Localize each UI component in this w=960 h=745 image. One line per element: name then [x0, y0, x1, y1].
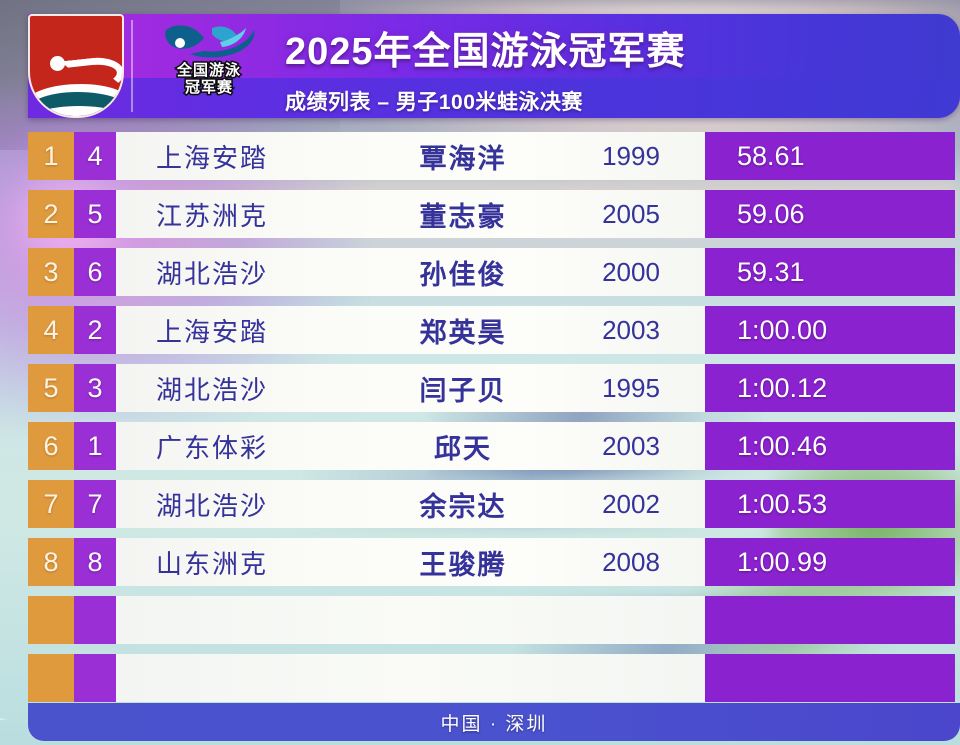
cell-team: 广东体彩	[156, 432, 269, 463]
cell-birth-year: 2000	[602, 256, 660, 287]
cell-rank: 1	[28, 132, 74, 180]
cell-lane: 2	[74, 306, 116, 354]
cell-team: 上海安踏	[156, 142, 269, 173]
cell-rank: 4	[28, 306, 74, 354]
cell-athlete-name: 覃海洋	[419, 143, 507, 174]
cell-time	[705, 596, 955, 644]
cell-team: 山东洲克	[156, 548, 269, 579]
federation-shield-logo	[28, 14, 124, 118]
footer-bar: 中国 · 深圳	[28, 703, 960, 741]
cell-lane: 5	[74, 190, 116, 238]
footer-location: 中国 · 深圳	[440, 713, 548, 735]
cell-lane: 1	[74, 422, 116, 470]
cell-lane	[74, 654, 116, 702]
cell-athlete-name: 王骏腾	[419, 549, 507, 580]
cell-time: 1:00.46	[705, 422, 955, 470]
cell-athlete-name: 闫子贝	[419, 375, 507, 406]
cell-lane: 3	[74, 364, 116, 412]
page-title: 2025年全国游泳冠军赛	[285, 31, 686, 73]
cell-athlete-name	[378, 596, 548, 644]
event-logo-line1: 全国游泳	[175, 61, 241, 81]
row-panel: 江苏洲克 董志豪 2005	[116, 190, 705, 238]
row-panel	[116, 654, 705, 702]
row-panel: 湖北浩沙 闫子贝 1995	[116, 364, 705, 412]
wave-dolphin-icon	[165, 25, 255, 58]
cell-birth-year: 2002	[602, 488, 660, 519]
row-panel: 湖北浩沙 孙佳俊 2000	[116, 248, 705, 296]
cell-rank: 2	[28, 190, 74, 238]
cell-birth-year: 2003	[602, 314, 660, 345]
swimmer-icon	[48, 54, 122, 96]
row-panel: 广东体彩 邱天 2003	[116, 422, 705, 470]
cell-birth-year: 1999	[602, 140, 660, 171]
table-row[interactable]: 8 8 山东洲克 王骏腾 2008 1:00.99	[0, 538, 960, 586]
cell-birth-year: 2005	[602, 198, 660, 229]
cell-lane: 4	[74, 132, 116, 180]
cell-lane	[74, 596, 116, 644]
cell-athlete-name: 余宗达	[419, 491, 507, 522]
cell-rank: 7	[28, 480, 74, 528]
cell-time: 59.06	[705, 190, 955, 238]
cell-rank: 3	[28, 248, 74, 296]
cell-rank	[28, 654, 74, 702]
table-row[interactable]	[0, 596, 960, 644]
cell-time	[705, 654, 955, 702]
cell-team: 湖北浩沙	[156, 490, 269, 521]
cell-time: 1:00.99	[705, 538, 955, 586]
header-bar-lower	[28, 78, 960, 118]
event-logo-line2: 冠军赛	[183, 78, 233, 98]
table-row[interactable]: 1 4 上海安踏 覃海洋 1999 58.61	[0, 132, 960, 180]
cell-rank	[28, 596, 74, 644]
header-divider	[131, 20, 133, 112]
row-panel: 山东洲克 王骏腾 2008	[116, 538, 705, 586]
cell-team: 上海安踏	[156, 316, 269, 347]
page-subtitle: 成绩列表 – 男子100米蛙泳决赛	[285, 91, 583, 114]
header: 全国游泳 冠军赛 2025年全国游泳冠军赛 成绩列表 – 男子100米蛙泳决赛	[0, 0, 960, 132]
row-panel: 上海安踏 郑英昊 2003	[116, 306, 705, 354]
event-logo: 全国游泳 冠军赛	[150, 18, 268, 116]
table-row[interactable]: 2 5 江苏洲克 董志豪 2005 59.06	[0, 190, 960, 238]
cell-time: 59.31	[705, 248, 955, 296]
table-row[interactable]: 3 6 湖北浩沙 孙佳俊 2000 59.31	[0, 248, 960, 296]
cell-athlete-name: 邱天	[434, 433, 492, 464]
table-row[interactable]: 6 1 广东体彩 邱天 2003 1:00.46	[0, 422, 960, 470]
cell-birth-year: 2003	[602, 430, 660, 461]
cell-athlete-name: 董志豪	[419, 201, 507, 232]
cell-lane: 8	[74, 538, 116, 586]
cell-lane: 7	[74, 480, 116, 528]
cell-birth-year: 2008	[602, 546, 660, 577]
cell-team: 湖北浩沙	[156, 374, 269, 405]
cell-team: 湖北浩沙	[156, 258, 269, 289]
row-panel: 湖北浩沙 余宗达 2002	[116, 480, 705, 528]
cell-time: 58.61	[705, 132, 955, 180]
cell-birth-year: 1995	[602, 372, 660, 403]
table-row[interactable]: 5 3 湖北浩沙 闫子贝 1995 1:00.12	[0, 364, 960, 412]
cell-rank: 6	[28, 422, 74, 470]
cell-lane: 6	[74, 248, 116, 296]
cell-birth-year	[571, 596, 691, 644]
row-panel: 上海安踏 覃海洋 1999	[116, 132, 705, 180]
cell-athlete-name: 郑英昊	[419, 317, 507, 348]
row-panel	[116, 596, 705, 644]
cell-athlete-name: 孙佳俊	[419, 259, 507, 290]
cell-birth-year	[571, 654, 691, 702]
results-table: 1 4 上海安踏 覃海洋 1999 58.61 2 5 江苏洲克 董志豪 2005 59.06 3 6 湖北…	[0, 132, 960, 712]
cell-rank: 8	[28, 538, 74, 586]
cell-time: 1:00.12	[705, 364, 955, 412]
table-row[interactable]	[0, 654, 960, 702]
cell-rank: 5	[28, 364, 74, 412]
cell-team: 江苏洲克	[156, 200, 269, 231]
table-row[interactable]: 4 2 上海安踏 郑英昊 2003 1:00.00	[0, 306, 960, 354]
cell-time: 1:00.00	[705, 306, 955, 354]
cell-athlete-name	[378, 654, 548, 702]
cell-time: 1:00.53	[705, 480, 955, 528]
table-row[interactable]: 7 7 湖北浩沙 余宗达 2002 1:00.53	[0, 480, 960, 528]
